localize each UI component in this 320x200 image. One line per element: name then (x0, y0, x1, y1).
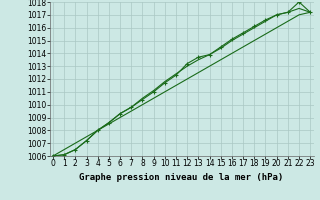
X-axis label: Graphe pression niveau de la mer (hPa): Graphe pression niveau de la mer (hPa) (79, 173, 284, 182)
